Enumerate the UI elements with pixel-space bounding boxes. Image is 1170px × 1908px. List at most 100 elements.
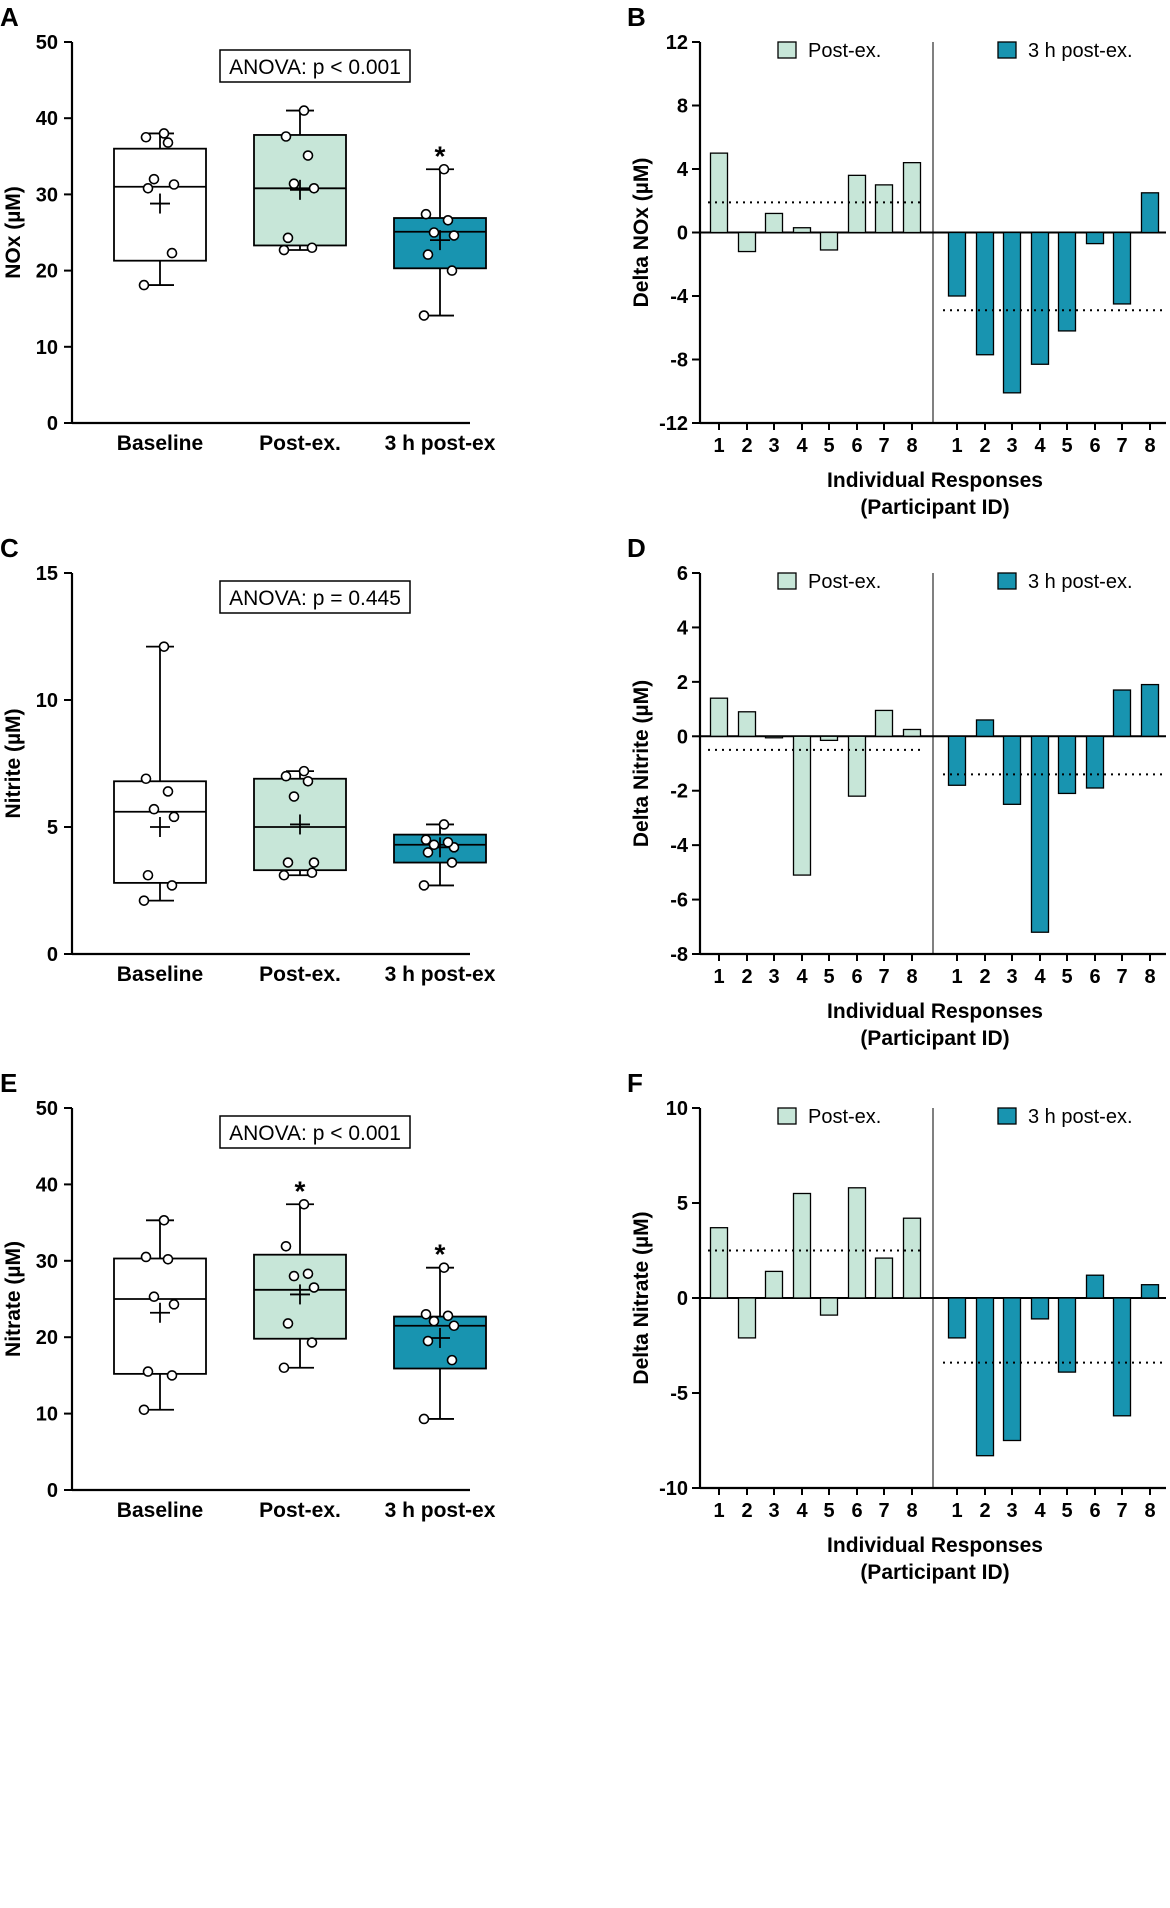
data-point: [442, 1310, 454, 1322]
box-0: [113, 1215, 207, 1416]
bar: [1140, 192, 1160, 234]
x-tick-label: 3: [768, 966, 779, 988]
bar: [1002, 1297, 1022, 1442]
data-point: [282, 232, 294, 244]
x-tick-label: 2: [741, 966, 752, 988]
bar: [947, 735, 967, 786]
data-point: [162, 137, 174, 148]
data-point: [278, 244, 290, 256]
legend-item: 3 h post-ex.: [997, 40, 1133, 62]
legend-label: 3 h post-ex.: [1028, 40, 1133, 62]
data-point: [168, 179, 180, 190]
data-point: [282, 1318, 294, 1329]
y-tick-label: 8: [677, 96, 688, 118]
x-axis-title: Individual Responses (Participant ID): [827, 1534, 1043, 1584]
anova-annotation: ANOVA: p < 0.001: [219, 1115, 411, 1149]
y-tick-label: 0: [677, 223, 688, 245]
bar: [874, 184, 894, 234]
data-point: [420, 1308, 432, 1320]
bar: [874, 709, 894, 737]
category-label: 3 h post-ex: [385, 432, 496, 455]
y-tick-label: 40: [36, 1174, 58, 1196]
data-point: [282, 857, 294, 868]
legend-swatch: [997, 572, 1017, 590]
data-point: [158, 128, 170, 139]
box-1: [253, 105, 347, 256]
y-tick-label: -10: [659, 1478, 688, 1500]
bar: [709, 1227, 729, 1299]
data-point: [446, 265, 458, 276]
x-tick-label: 4: [1034, 1500, 1046, 1522]
y-tick-label: 50: [36, 1098, 58, 1120]
anova-box: [219, 49, 411, 83]
bar: [1112, 231, 1132, 305]
data-point: [166, 880, 178, 891]
panel-E: E 0 10 20 30 40 50 Nitrate (µM) ANOVA: p < 0.001…: [0, 1068, 496, 1522]
y-tick-label: 0: [677, 726, 688, 748]
data-point: [422, 249, 434, 260]
x-tick-label: 2: [979, 435, 990, 457]
category-label: Post-ex.: [259, 432, 341, 455]
bar: [1085, 735, 1105, 789]
data-point: [448, 230, 460, 241]
x-tick-label: 2: [741, 435, 752, 457]
y-tick-label: 10: [36, 1404, 58, 1426]
y-tick-label: 2: [677, 672, 688, 694]
panel-A: A 0 10 20 30 40 50 NOx (µM) ANOVA: p < 0.001 Base…: [0, 2, 496, 455]
x-tick-label: 2: [979, 1500, 990, 1522]
data-point: [158, 1215, 170, 1226]
bar: [1030, 1297, 1050, 1320]
legend-swatch: [777, 1107, 797, 1125]
bar: [792, 1192, 812, 1299]
legend-item: Post-ex.: [777, 571, 881, 593]
x-tick-label: 3: [1006, 435, 1017, 457]
data-point: [428, 227, 440, 238]
x-tick-label: 5: [823, 966, 834, 988]
data-point: [298, 105, 310, 116]
y-axis-title: Delta Nitrate (µM): [630, 1211, 653, 1384]
data-point: [438, 1262, 450, 1273]
x-tick-label: 6: [1089, 435, 1100, 457]
box-2: [393, 819, 487, 891]
y-tick-label: -4: [670, 286, 689, 308]
significance-star: *: [435, 140, 446, 171]
box-1: [253, 765, 347, 881]
legend-swatch: [997, 1107, 1017, 1125]
x-tick-label: 7: [878, 966, 889, 988]
legend-item: 3 h post-ex.: [997, 571, 1133, 593]
bar: [737, 711, 757, 737]
y-tick-label: 20: [36, 1327, 58, 1349]
x-tick-label: 3: [768, 435, 779, 457]
x-axis-title-line: (Participant ID): [860, 1027, 1009, 1050]
bar: [1057, 1297, 1077, 1373]
bar: [1030, 231, 1050, 365]
bar: [1057, 231, 1077, 332]
y-axis-title: Nitrite (µM): [2, 708, 25, 818]
y-tick-label: 0: [47, 1480, 58, 1502]
y-tick-label: -8: [670, 944, 688, 966]
data-point: [278, 869, 290, 881]
legend-label: Post-ex.: [808, 40, 881, 62]
bar: [874, 1257, 894, 1299]
panel-letter-D: D: [627, 533, 646, 563]
data-point: [446, 1354, 458, 1366]
data-point: [148, 803, 160, 815]
x-tick-label: 1: [713, 435, 724, 457]
anova-annotation: ANOVA: p = 0.445: [219, 580, 411, 614]
y-tick-label: 30: [36, 1251, 58, 1273]
y-tick-label: 0: [47, 413, 58, 435]
iqr-box: [253, 777, 347, 872]
box-0: [113, 128, 207, 291]
x-tick-label: 7: [1116, 966, 1127, 988]
data-point: [298, 1198, 310, 1210]
category-label: Post-ex.: [259, 963, 341, 986]
x-tick-label: 1: [951, 435, 962, 457]
x-tick-label: 1: [713, 966, 724, 988]
legend-swatch: [997, 41, 1017, 59]
y-tick-label: -4: [670, 835, 689, 857]
y-tick-label: 0: [47, 944, 58, 966]
